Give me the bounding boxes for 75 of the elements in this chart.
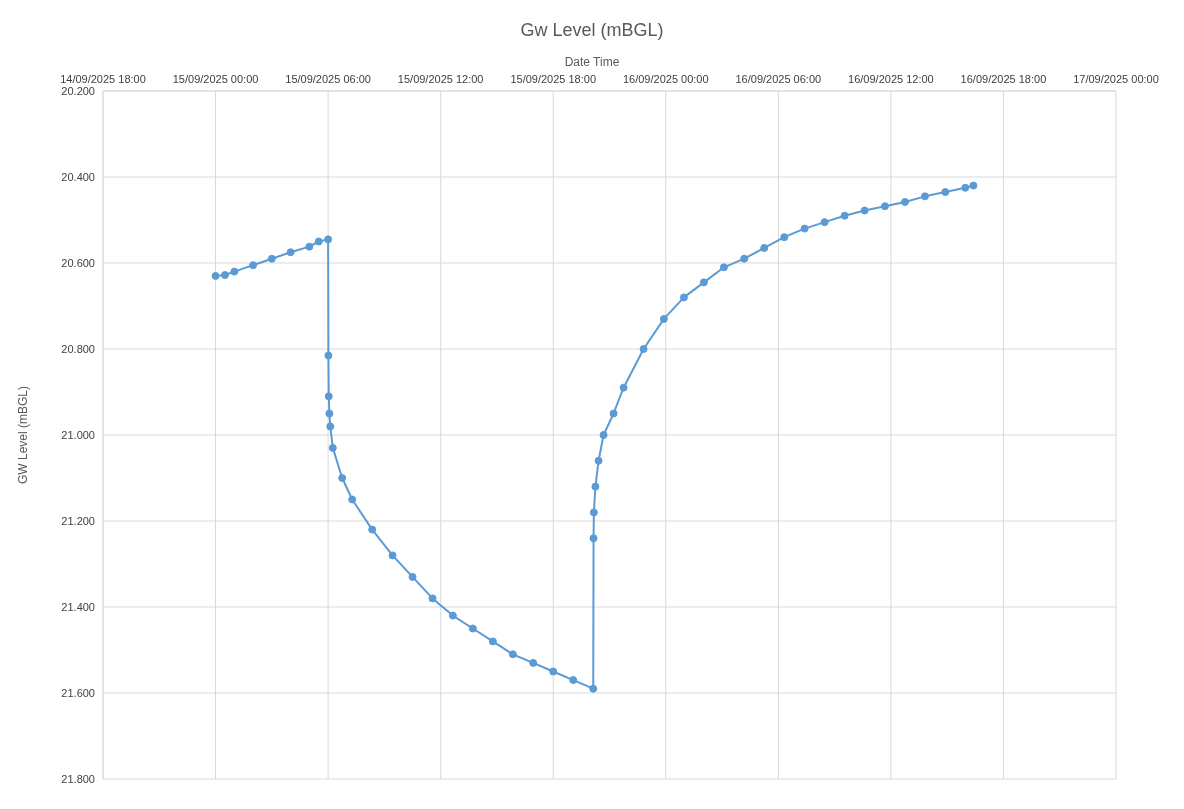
x-axis-title: Date Time xyxy=(563,55,621,69)
y-tick-label: 21.200 xyxy=(61,514,95,527)
point xyxy=(508,650,517,659)
point xyxy=(249,261,258,270)
y-tick-label: 21.000 xyxy=(61,428,95,441)
y-axis-title: GW Level (mBGL) xyxy=(16,385,31,485)
point xyxy=(719,263,728,272)
point xyxy=(326,422,335,431)
point xyxy=(230,267,239,276)
point xyxy=(800,224,809,233)
y-tick-label: 21.400 xyxy=(61,600,95,613)
point xyxy=(328,443,337,452)
point xyxy=(448,611,457,620)
y-tick-label: 21.800 xyxy=(61,772,95,785)
point xyxy=(314,237,323,246)
point xyxy=(659,314,668,323)
point xyxy=(594,456,603,465)
point xyxy=(408,572,417,581)
point xyxy=(780,233,789,242)
chart-title: Gw Level (mBGL) xyxy=(519,20,665,41)
point xyxy=(900,197,909,206)
point xyxy=(740,254,749,263)
point xyxy=(529,658,538,667)
point xyxy=(619,383,628,392)
y-tick-label: 21.600 xyxy=(61,686,95,699)
point xyxy=(305,242,314,251)
x-tick-label: 16/09/2025 06:00 xyxy=(735,73,822,85)
point xyxy=(324,235,333,244)
x-tick-label: 14/09/2025 18:00 xyxy=(60,73,146,85)
point xyxy=(324,392,333,401)
point xyxy=(941,188,950,197)
x-tick-label: 15/09/2025 06:00 xyxy=(285,73,371,85)
y-tick-label: 20.800 xyxy=(61,342,95,355)
y-tick-label: 20.600 xyxy=(61,256,95,269)
point xyxy=(368,525,377,534)
point xyxy=(211,271,220,280)
point xyxy=(286,248,295,257)
x-tick-label: 15/09/2025 12:00 xyxy=(397,73,484,85)
point xyxy=(549,667,558,676)
x-tick-label: 16/09/2025 12:00 xyxy=(848,73,934,85)
point xyxy=(338,474,347,482)
point xyxy=(220,271,229,280)
point xyxy=(324,351,333,360)
point xyxy=(488,637,497,646)
point xyxy=(468,624,477,633)
point xyxy=(569,676,578,685)
x-tick-label: 15/09/2025 18:00 xyxy=(510,73,597,85)
point xyxy=(969,181,978,190)
point xyxy=(679,293,688,302)
point xyxy=(609,409,618,418)
y-tick-label: 20.200 xyxy=(61,84,95,97)
point xyxy=(428,594,437,603)
point xyxy=(840,211,849,220)
point xyxy=(760,243,769,252)
point xyxy=(589,508,598,517)
point xyxy=(589,534,598,543)
x-tick-label: 17/09/2025 00:00 xyxy=(1073,73,1159,85)
point xyxy=(699,278,708,287)
point xyxy=(267,254,276,263)
point xyxy=(880,202,889,211)
point xyxy=(860,206,869,215)
point xyxy=(820,218,829,227)
point xyxy=(639,345,648,353)
x-tick-label: 16/09/2025 18:00 xyxy=(960,73,1047,85)
point xyxy=(591,482,600,491)
point xyxy=(325,409,334,418)
point xyxy=(348,495,357,504)
x-tick-label: 16/09/2025 00:00 xyxy=(622,73,709,85)
point xyxy=(961,183,970,192)
point xyxy=(920,192,929,201)
x-tick-label: 15/09/2025 00:00 xyxy=(172,73,259,85)
point xyxy=(388,551,397,560)
y-tick-label: 20.400 xyxy=(61,170,95,183)
point xyxy=(589,684,598,693)
point xyxy=(599,431,608,439)
